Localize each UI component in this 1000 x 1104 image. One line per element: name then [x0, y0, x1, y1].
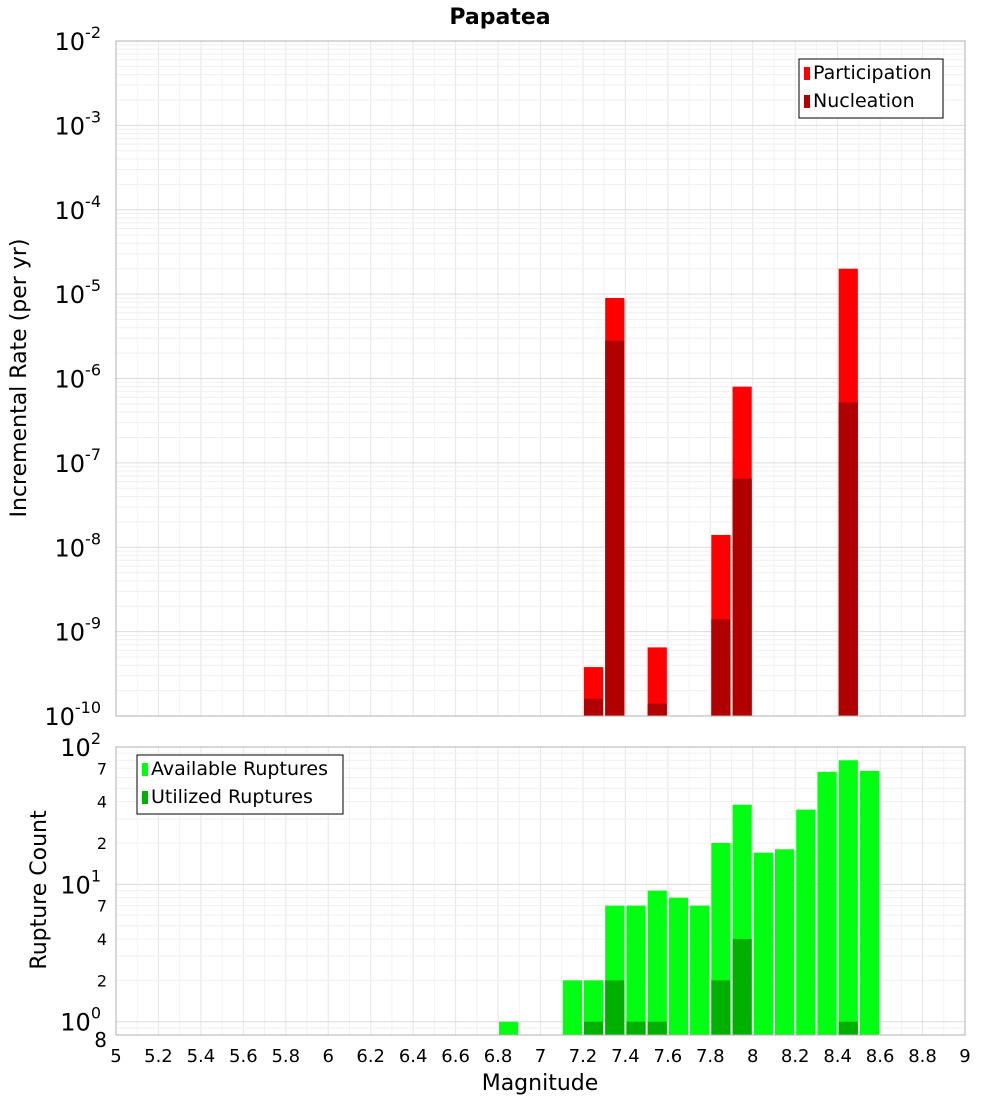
- x-tick-label: 6.2: [356, 1046, 385, 1067]
- legend-box: [798, 58, 944, 119]
- x-axis-label: Magnitude: [482, 1071, 599, 1096]
- legend-entry: Nucleation: [813, 90, 915, 112]
- y-tick-label: 100: [60, 1004, 101, 1037]
- x-tick-label: 5: [110, 1046, 121, 1067]
- bar: [562, 980, 582, 1035]
- x-tick-label: 8.2: [781, 1046, 810, 1067]
- legend-swatch: [804, 95, 810, 108]
- bar: [583, 980, 604, 1035]
- bar: [605, 340, 625, 716]
- y-minor-tick-label: 2: [97, 971, 107, 990]
- y-tick-label: 10-10: [44, 698, 101, 731]
- panels-layer: 10-10 10-9 10-8 10-7 10-6 10-5 10-4 10-3 10-2 Par…: [44, 23, 970, 1067]
- x-tick-label: 6: [323, 1046, 334, 1067]
- x-tick-label: 7.8: [696, 1046, 725, 1067]
- plot-frame: [115, 746, 966, 1036]
- x-tick-label: 8.4: [823, 1046, 852, 1067]
- bar: [647, 647, 667, 716]
- bar: [605, 980, 625, 1035]
- plot-frame: [115, 40, 966, 717]
- bar: [499, 1021, 519, 1035]
- x-tick-label: 5.8: [271, 1046, 300, 1067]
- bar: [817, 771, 837, 1035]
- series-nucleation: [583, 340, 858, 716]
- bar: [647, 703, 667, 716]
- y-tick-label: 102: [60, 729, 101, 762]
- bar: [796, 809, 816, 1035]
- x-tick-label: 5.4: [187, 1046, 216, 1067]
- legend-swatch: [804, 67, 810, 80]
- bar: [838, 760, 858, 1035]
- x-tick-label: 6.8: [484, 1046, 513, 1067]
- x-tick-label: 5.2: [144, 1046, 173, 1067]
- panel-1: 100 101 102 8 2 4 7 2 4 7 Available Ruptures Utiliz…: [60, 729, 966, 1052]
- bar: [774, 849, 795, 1035]
- x-tick-label: 8.6: [866, 1046, 895, 1067]
- y-minor-tick-label: 7: [97, 897, 107, 916]
- bar: [647, 890, 667, 1035]
- legend-1: Available Ruptures Utilized Ruptures: [136, 754, 344, 815]
- y-minor-tick-label: 2: [97, 834, 107, 853]
- x-tick-label: 6.6: [441, 1046, 470, 1067]
- y-tick-label: 10-6: [55, 361, 102, 394]
- x-tick-label: 7.2: [569, 1046, 598, 1067]
- y-tick-label: 10-7: [55, 445, 102, 478]
- chart-title: Papatea: [449, 5, 550, 30]
- x-tick-label: 8.8: [908, 1046, 937, 1067]
- bar: [626, 1021, 646, 1035]
- legend-swatch: [142, 791, 148, 804]
- x-tick-label: 9: [959, 1046, 970, 1067]
- y-tick-label: 10-4: [55, 192, 102, 225]
- bar: [647, 1021, 667, 1035]
- bar: [690, 905, 710, 1035]
- y-axis-label-rate: Incremental Rate (per yr): [7, 239, 32, 518]
- legend-entry: Available Ruptures: [151, 758, 328, 780]
- legend-entry: Utilized Ruptures: [151, 786, 313, 808]
- x-tick-label: 8: [747, 1046, 758, 1067]
- y-minor-tick-label: 4: [97, 793, 107, 812]
- series-available-ruptures: [499, 760, 880, 1035]
- bar: [732, 478, 752, 716]
- bar: [583, 1021, 604, 1035]
- y-tick-label: 10-9: [55, 614, 102, 647]
- grid-lines: [115, 40, 966, 717]
- legend-box: [136, 754, 344, 815]
- x-tick-label: 7.4: [611, 1046, 640, 1067]
- legend-0: Participation Nucleation: [798, 58, 944, 119]
- y-minor-tick-label: 8: [94, 1028, 107, 1052]
- x-tick-label: 6.4: [399, 1046, 428, 1067]
- x-tick-label: 7: [535, 1046, 546, 1067]
- legend-entry: Participation: [813, 62, 932, 84]
- y-axis-label-count: Rupture Count: [27, 810, 52, 970]
- y-tick-labels: 100 101 102 8 2 4 7 2 4 7: [60, 729, 107, 1052]
- x-tick-label: 7.6: [654, 1046, 683, 1067]
- y-tick-label: 101: [60, 866, 101, 899]
- legend-swatch: [142, 763, 148, 776]
- bar: [859, 770, 880, 1035]
- bar: [711, 619, 731, 716]
- bar: [838, 1021, 858, 1035]
- y-minor-tick-label: 7: [97, 759, 107, 778]
- y-tick-label: 10-2: [55, 23, 102, 56]
- y-tick-label: 10-8: [55, 529, 102, 562]
- y-minor-tick-label: 4: [97, 930, 107, 949]
- panel-0: 10-10 10-9 10-8 10-7 10-6 10-5 10-4 10-3 10-2 Par…: [44, 23, 966, 731]
- bar: [753, 852, 773, 1035]
- series-utilized-ruptures: [583, 939, 858, 1035]
- bar: [626, 905, 646, 1035]
- bar: [711, 980, 731, 1035]
- y-tick-label: 10-3: [55, 107, 102, 140]
- x-tick-labels: 5 5.2 5.4 5.6 5.8 6 6.2 6.4 6.6 6.8 7 7.2 7.4 7.6 7.8 8…: [110, 1046, 970, 1067]
- bar: [732, 939, 752, 1035]
- y-tick-label: 10-5: [55, 276, 102, 309]
- x-tick-label: 5.6: [229, 1046, 258, 1067]
- bar: [838, 402, 858, 716]
- bar: [668, 897, 689, 1035]
- bar: [583, 698, 604, 716]
- y-tick-labels: 10-10 10-9 10-8 10-7 10-6 10-5 10-4 10-3 10-2: [44, 23, 101, 731]
